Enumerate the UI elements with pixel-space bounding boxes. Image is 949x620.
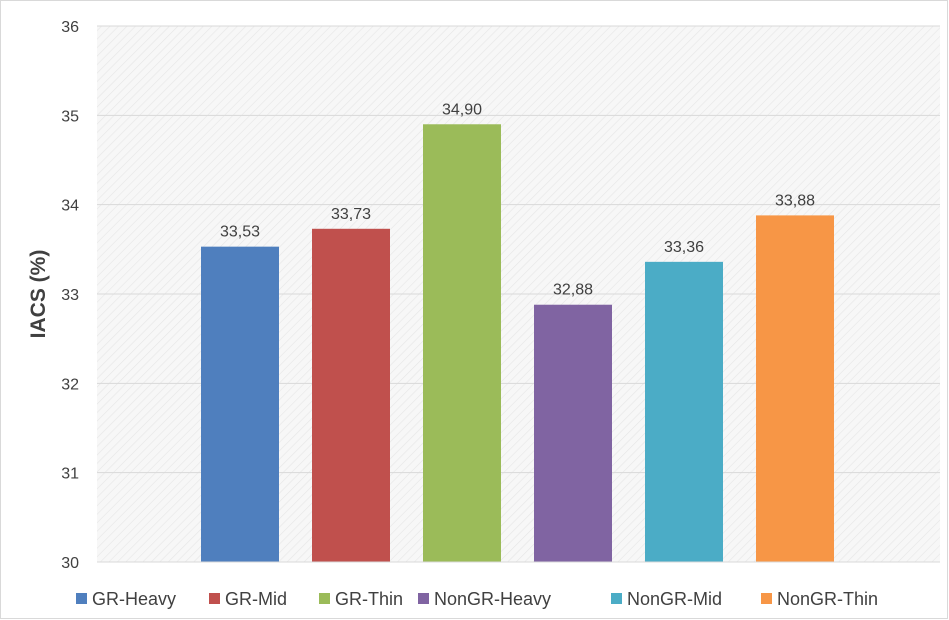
legend-swatch xyxy=(76,593,87,604)
y-tick-label: 34 xyxy=(61,198,79,215)
bar-gr-mid xyxy=(312,228,390,562)
bar-nongr-mid xyxy=(645,261,723,562)
bar-nongr-heavy xyxy=(534,304,612,562)
legend-label: GR-Heavy xyxy=(92,589,176,609)
y-tick-label: 33 xyxy=(61,287,79,304)
legend-swatch xyxy=(209,593,220,604)
y-tick-label: 35 xyxy=(61,108,79,125)
data-label: 33,53 xyxy=(220,224,260,241)
legend-label: NonGR-Thin xyxy=(777,589,878,609)
legend-label: GR-Thin xyxy=(335,589,403,609)
y-axis-label: IACS (%) xyxy=(27,250,50,339)
bars xyxy=(201,124,834,563)
y-tick-label: 31 xyxy=(61,466,79,483)
legend-label: NonGR-Mid xyxy=(627,589,722,609)
legend-swatch xyxy=(319,593,330,604)
y-tick-label: 36 xyxy=(61,19,79,36)
bar-nongr-thin xyxy=(756,215,834,563)
data-labels: 33,53 33,73 34,90 32,88 33,36 33,88 xyxy=(220,101,815,298)
bar-gr-thin xyxy=(423,124,501,563)
y-tick-label: 30 xyxy=(61,555,79,572)
bar-gr-heavy xyxy=(201,246,279,563)
data-label: 34,90 xyxy=(442,101,482,118)
y-tick-label: 32 xyxy=(61,376,79,393)
legend-swatch xyxy=(418,593,429,604)
legend-swatch xyxy=(611,593,622,604)
legend-swatch xyxy=(761,593,772,604)
data-label: 33,36 xyxy=(664,239,704,256)
legend-label: GR-Mid xyxy=(225,589,287,609)
data-label: 32,88 xyxy=(553,282,593,299)
y-axis-ticks: 30 31 32 33 34 35 36 xyxy=(61,19,79,572)
legend: GR-Heavy GR-Mid GR-Thin NonGR-Heavy NonGR-Mi… xyxy=(76,589,878,609)
legend-label: NonGR-Heavy xyxy=(434,589,551,609)
data-label: 33,73 xyxy=(331,206,371,223)
data-label: 33,88 xyxy=(775,192,815,209)
